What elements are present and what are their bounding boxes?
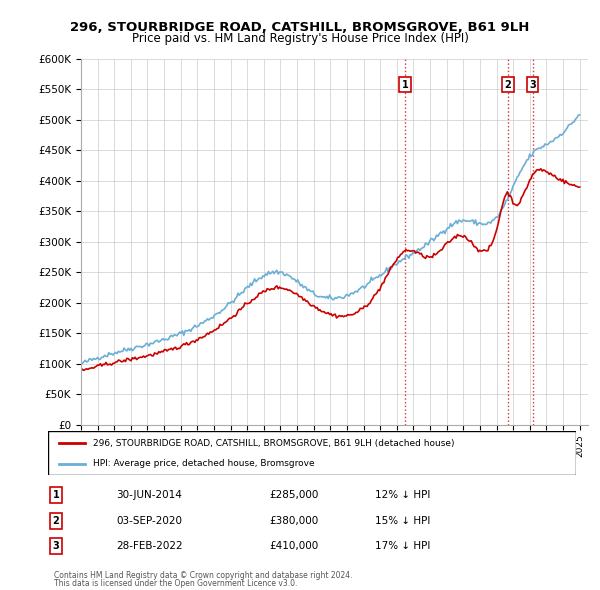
Text: 17% ↓ HPI: 17% ↓ HPI bbox=[376, 541, 431, 551]
Text: 15% ↓ HPI: 15% ↓ HPI bbox=[376, 516, 431, 526]
Text: HPI: Average price, detached house, Bromsgrove: HPI: Average price, detached house, Brom… bbox=[93, 460, 314, 468]
Text: 30-JUN-2014: 30-JUN-2014 bbox=[116, 490, 182, 500]
Text: This data is licensed under the Open Government Licence v3.0.: This data is licensed under the Open Gov… bbox=[54, 579, 298, 588]
Text: 3: 3 bbox=[529, 80, 536, 90]
Text: £380,000: £380,000 bbox=[270, 516, 319, 526]
Text: 296, STOURBRIDGE ROAD, CATSHILL, BROMSGROVE, B61 9LH (detached house): 296, STOURBRIDGE ROAD, CATSHILL, BROMSGR… bbox=[93, 438, 454, 448]
Text: 3: 3 bbox=[53, 541, 59, 551]
Text: 12% ↓ HPI: 12% ↓ HPI bbox=[376, 490, 431, 500]
Text: 2: 2 bbox=[53, 516, 59, 526]
Text: £285,000: £285,000 bbox=[270, 490, 319, 500]
Text: 1: 1 bbox=[402, 80, 409, 90]
Text: 1: 1 bbox=[53, 490, 59, 500]
Text: 03-SEP-2020: 03-SEP-2020 bbox=[116, 516, 182, 526]
Text: Contains HM Land Registry data © Crown copyright and database right 2024.: Contains HM Land Registry data © Crown c… bbox=[54, 571, 353, 580]
Text: Price paid vs. HM Land Registry's House Price Index (HPI): Price paid vs. HM Land Registry's House … bbox=[131, 32, 469, 45]
FancyBboxPatch shape bbox=[48, 431, 576, 475]
Text: 28-FEB-2022: 28-FEB-2022 bbox=[116, 541, 183, 551]
Text: 296, STOURBRIDGE ROAD, CATSHILL, BROMSGROVE, B61 9LH: 296, STOURBRIDGE ROAD, CATSHILL, BROMSGR… bbox=[70, 21, 530, 34]
Text: £410,000: £410,000 bbox=[270, 541, 319, 551]
Text: 2: 2 bbox=[505, 80, 511, 90]
